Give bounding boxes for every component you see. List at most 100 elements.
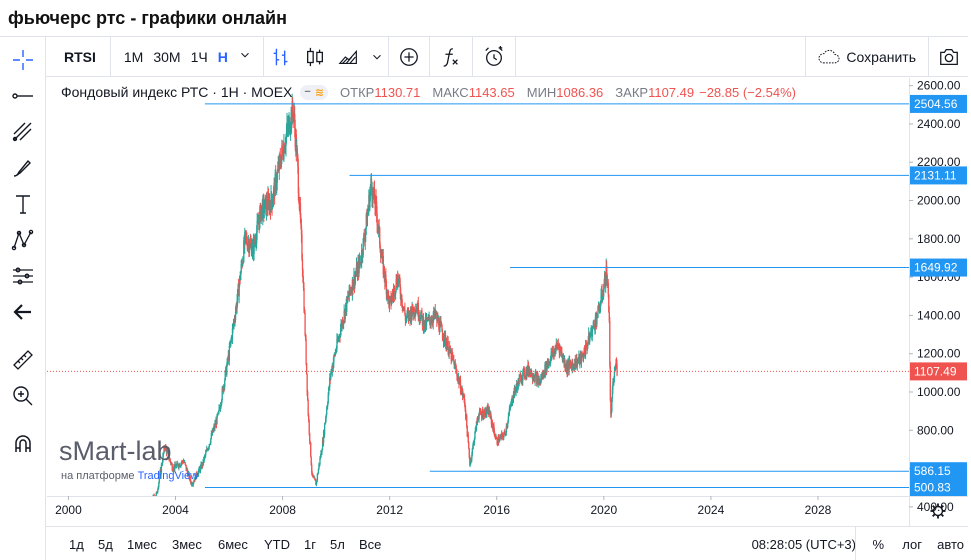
chevron-down-icon[interactable] xyxy=(366,37,388,77)
level-price-label-bg xyxy=(910,258,967,277)
bar-style-icon[interactable] xyxy=(264,37,298,77)
candle-body xyxy=(609,365,612,401)
candle-body xyxy=(326,409,328,415)
range-5d-button[interactable]: 5д xyxy=(98,537,113,552)
text-icon[interactable] xyxy=(6,189,40,219)
candle-body xyxy=(610,400,612,415)
legend-close: ЗАКР1107.49 xyxy=(615,84,695,100)
candle-body xyxy=(383,266,386,278)
candle-body xyxy=(298,193,300,203)
interval-1m-button[interactable]: 1М xyxy=(123,48,144,65)
candle-body xyxy=(314,477,316,480)
watermark-sub[interactable]: на платформе TradingView xyxy=(61,470,199,482)
y-tick-label: 2200.00 xyxy=(917,155,961,169)
candle-body xyxy=(493,425,495,432)
back-arrow-icon[interactable] xyxy=(6,297,40,327)
fib-icon[interactable] xyxy=(6,117,40,147)
candle-body xyxy=(307,399,309,416)
legend-pill[interactable]: − ≋ xyxy=(300,84,329,100)
watermark: sMart-lab xyxy=(59,436,172,466)
interval-1h-button[interactable]: 1Ч xyxy=(190,48,208,65)
price-chart[interactable]: 400.00600.00800.001000.001200.001400.001… xyxy=(47,78,968,535)
percent-scale-button[interactable]: % xyxy=(855,527,884,560)
candle-body xyxy=(221,388,223,401)
brush-icon[interactable] xyxy=(6,153,40,183)
candle-body xyxy=(184,461,186,464)
zoom-in-icon[interactable] xyxy=(6,381,40,411)
camera-icon[interactable] xyxy=(928,37,968,77)
candle-body xyxy=(511,401,514,404)
indicators-fx-icon[interactable] xyxy=(430,37,472,77)
magnet-icon[interactable] xyxy=(6,429,40,459)
auto-scale-button[interactable]: авто xyxy=(937,537,964,552)
candle-body xyxy=(616,364,618,376)
save-button[interactable]: Сохранить xyxy=(805,37,926,77)
candle-body xyxy=(296,148,299,156)
dash-icon: − xyxy=(304,85,311,98)
candle-body xyxy=(276,172,278,183)
range-1m-button[interactable]: 1мес xyxy=(127,537,157,552)
candle-body xyxy=(612,381,614,390)
symbol-search-button[interactable]: RTSI xyxy=(64,48,96,65)
candle-body xyxy=(410,309,412,321)
compare-plus-icon[interactable] xyxy=(389,37,429,77)
candle-body xyxy=(606,275,608,286)
candle-body xyxy=(468,448,470,458)
interval-30m-button[interactable]: 30М xyxy=(153,48,181,65)
interval-week-button[interactable]: Н xyxy=(217,48,228,65)
ruler-icon[interactable] xyxy=(6,345,40,375)
candle-body xyxy=(356,265,359,277)
price-axis xyxy=(909,78,968,526)
candle-body xyxy=(523,368,526,377)
chevron-down-icon[interactable] xyxy=(233,48,257,65)
range-1y-button[interactable]: 1г xyxy=(304,537,316,552)
candle-body xyxy=(580,353,583,363)
candle-body xyxy=(278,155,280,171)
range-3m-button[interactable]: 3мес xyxy=(172,537,202,552)
chart-area[interactable]: Фондовый индекс РТС · 1Н · MOEX − ≋ ОТКР… xyxy=(47,78,968,535)
range-1d-button[interactable]: 1д xyxy=(69,537,84,552)
candle-body xyxy=(323,424,326,435)
top-toolbar: RTSI 1М 30М 1Ч Н xyxy=(46,36,968,77)
gear-icon[interactable] xyxy=(930,503,946,519)
candle-body xyxy=(169,458,171,462)
candle-body xyxy=(330,372,332,379)
prediction-icon[interactable] xyxy=(6,261,40,291)
range-ytd-button[interactable]: YTD xyxy=(264,537,290,552)
candle-body xyxy=(167,452,170,459)
candle-body xyxy=(274,174,276,197)
page-title: фьючерс ртс - графики онлайн xyxy=(8,8,287,28)
candle-icon[interactable] xyxy=(298,37,332,77)
candle-body xyxy=(473,438,476,444)
candle-body xyxy=(170,461,172,464)
candle-body xyxy=(327,403,329,407)
candle-body xyxy=(469,457,471,465)
line-icon[interactable] xyxy=(6,81,40,111)
range-5y-button[interactable]: 5л xyxy=(330,537,345,552)
range-all-button[interactable]: Все xyxy=(359,537,382,552)
candle-body xyxy=(509,407,512,409)
candle-body xyxy=(217,411,219,415)
legend-open-value: 1130.71 xyxy=(374,84,421,100)
range-6m-button[interactable]: 6мес xyxy=(218,537,248,552)
candle-body xyxy=(466,425,468,436)
candle-body xyxy=(253,237,255,254)
candle-body xyxy=(301,234,303,260)
area-icon[interactable] xyxy=(332,37,366,77)
candle-body xyxy=(441,331,444,338)
pattern-icon[interactable] xyxy=(6,225,40,255)
log-scale-button[interactable]: лог xyxy=(902,537,922,552)
candle-body xyxy=(178,464,181,467)
alert-clock-icon[interactable] xyxy=(473,37,515,77)
candle-body xyxy=(471,454,473,460)
x-tick-label: 2016 xyxy=(483,503,510,517)
candle-body xyxy=(421,310,423,316)
legend-symbol-name: Фондовый индекс РТС · 1Н · MOEX xyxy=(61,84,293,100)
candle-body xyxy=(166,450,168,454)
candle-body xyxy=(244,231,246,246)
x-tick-label: 2012 xyxy=(376,503,403,517)
candle-body xyxy=(316,474,319,481)
crosshair-icon[interactable] xyxy=(6,45,40,75)
clock[interactable]: 08:28:05 (UTC+3) xyxy=(751,537,856,552)
toolbar-divider xyxy=(109,36,111,77)
